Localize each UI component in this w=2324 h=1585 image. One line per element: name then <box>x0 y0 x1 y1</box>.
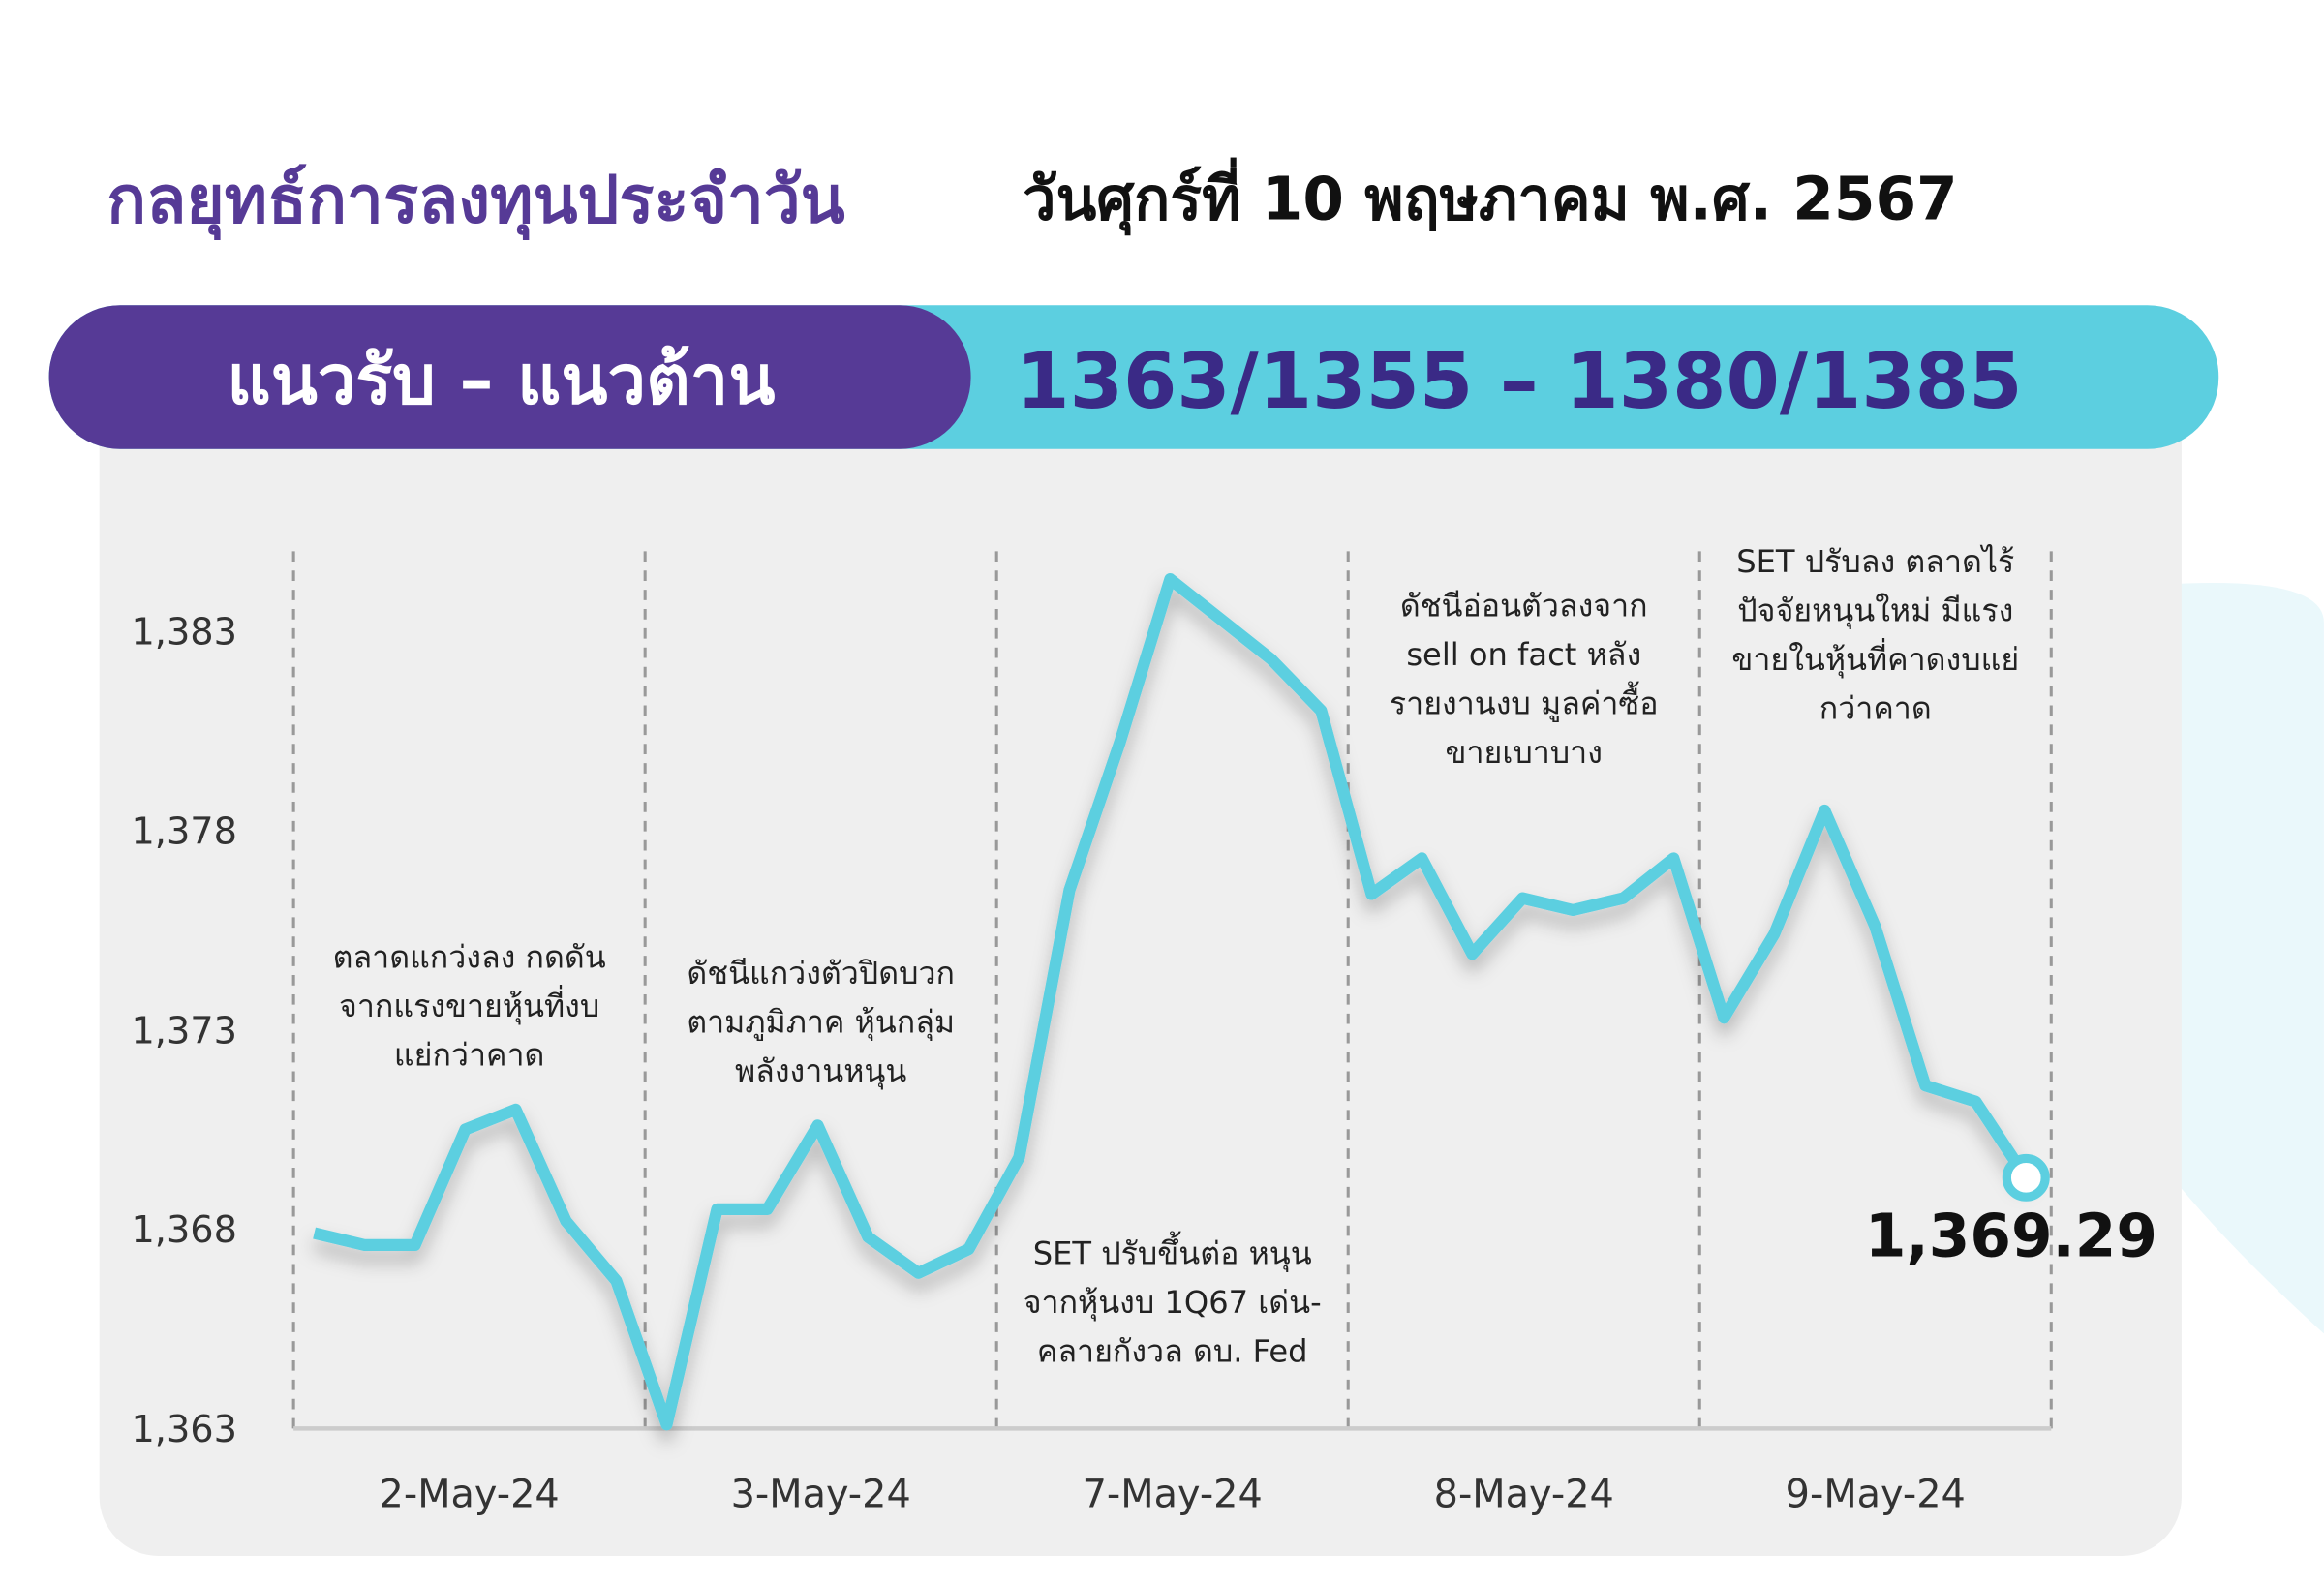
end-label: 1,369.29 <box>1865 1202 2157 1270</box>
y-tick-label: 1,373 <box>131 1009 237 1052</box>
banner-left <box>48 305 971 449</box>
y-tick-label: 1,368 <box>131 1208 237 1252</box>
line <box>313 573 2032 1431</box>
annotation: ปัจจัยหนุนใหม่ มีแรง <box>1737 592 2013 629</box>
banner-label: แนวรับ – แนวต้าน <box>227 340 775 419</box>
annotation: sell on fact หลัง <box>1406 636 1641 673</box>
x-tick-label: 9-May-24 <box>1786 1472 1966 1516</box>
x-tick-label: 3-May-24 <box>731 1472 911 1516</box>
annotation: ดัชนีแกว่งตัวปิดบวก <box>687 955 955 991</box>
y-tick-label: 1,383 <box>131 610 237 654</box>
annotation: ขายเบาบาง <box>1446 734 1603 771</box>
title: กลยุทธ์การลงทุนประจำวัน <box>107 162 844 241</box>
annotation: แย่กว่าคาด <box>394 1036 544 1073</box>
annotation: ขายในหุ้นที่คาดงบแย่ <box>1731 638 2019 679</box>
banner-value: 1363/1355 – 1380/1385 <box>1016 336 2022 426</box>
annotation: ดัชนีอ่อนตัวลงจาก <box>1400 588 1648 625</box>
x-tick-label: 7-May-24 <box>1083 1472 1263 1516</box>
annotation: SET ปรับลง ตลาดไร้ <box>1736 543 2014 580</box>
annotation: คลายกังวล ดบ. Fed <box>1037 1332 1308 1369</box>
y-tick-label: 1,363 <box>131 1408 237 1451</box>
y-tick-label: 1,378 <box>131 809 237 853</box>
annotation: จากแรงขายหุ้นที่งบ <box>339 985 599 1025</box>
annotation: SET ปรับขึ้นต่อ หนุน <box>1033 1230 1312 1272</box>
annotation: ตลาดแกว่งลง กดดัน <box>333 938 606 975</box>
annotation: ตามภูมิภาค หุ้นกลุ่ม <box>687 1004 955 1042</box>
annotation: กว่าคาด <box>1819 689 1932 726</box>
annotation: จากหุ้นงบ 1Q67 เด่น- <box>1024 1284 1322 1322</box>
panel <box>99 370 2182 1556</box>
x-tick-label: 8-May-24 <box>1434 1472 1614 1516</box>
x-tick-label: 2-May-24 <box>380 1472 560 1516</box>
end-point <box>2002 1153 2050 1202</box>
annotation: รายงานงบ มูลค่าซื้อ <box>1390 681 1659 723</box>
annotation: พลังงานหนุน <box>735 1052 906 1090</box>
subtitle: วันศุกร์ที่ 10 พฤษภาคม พ.ศ. 2567 <box>1023 158 1958 236</box>
